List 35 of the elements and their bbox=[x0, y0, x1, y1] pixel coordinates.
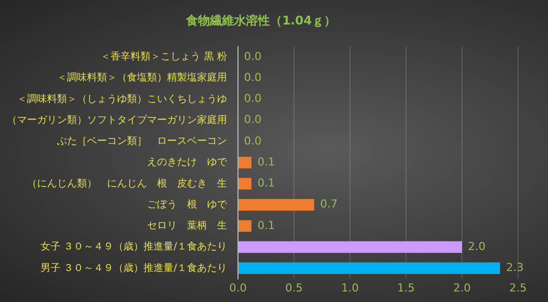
data-label: 2.3 bbox=[506, 261, 524, 274]
y-tick-label: （マーガリン類）ソフトタイプマーガリン家庭用 bbox=[7, 114, 227, 126]
chart-title: 食物繊維水溶性（1.04ｇ） bbox=[185, 13, 336, 28]
x-tick-label: 1.0 bbox=[341, 281, 359, 294]
data-label: 0.0 bbox=[244, 70, 262, 84]
y-tick-label: ＜調味料類＞（しょうゆ類）こいくちしょうゆ bbox=[17, 92, 227, 105]
y-tick-label: （にんじん類） にんじん 根 皮むき 生 bbox=[27, 177, 227, 190]
bar bbox=[238, 199, 314, 211]
y-tick-label: ＜調味料類＞（食塩類）精製塩家庭用 bbox=[57, 72, 227, 84]
y-tick-label: ぶた［ベーコン類］ ロースベーコン bbox=[57, 135, 227, 148]
data-label: 0.7 bbox=[320, 198, 338, 211]
data-label: 0.0 bbox=[244, 113, 262, 126]
bar bbox=[238, 262, 500, 274]
x-tick-label: 2.5 bbox=[509, 281, 527, 294]
bar bbox=[238, 241, 462, 253]
data-label: 0.0 bbox=[244, 92, 262, 106]
y-tick-label: 女子 ３０～４９（歳）推進量/１食あたり bbox=[40, 240, 227, 253]
x-tick-label: 1.5 bbox=[397, 281, 415, 294]
y-tick-label: 男子 ３０～４９（歳）推進量/１食あたり bbox=[40, 262, 227, 274]
data-label: 2.0 bbox=[468, 240, 486, 253]
y-tick-label: セロリ 葉柄 生 bbox=[147, 220, 227, 232]
y-tick-label: えのきたけ ゆで bbox=[147, 157, 228, 168]
bar bbox=[238, 156, 252, 168]
y-tick-label: ＜香辛料類＞こしょう 黒 粉 bbox=[100, 50, 227, 63]
bar bbox=[238, 178, 252, 190]
data-label: 0.1 bbox=[257, 155, 275, 168]
x-tick-label: 0.0 bbox=[229, 281, 247, 294]
x-tick-label: 0.5 bbox=[285, 281, 303, 294]
data-label: 0.0 bbox=[244, 50, 262, 63]
bar bbox=[238, 220, 252, 232]
data-label: 0.1 bbox=[257, 218, 275, 232]
data-label: 0.0 bbox=[244, 134, 262, 148]
x-tick-label: 2.0 bbox=[453, 281, 471, 294]
data-label: 0.1 bbox=[257, 176, 275, 190]
y-tick-label: ごぼう 根 ゆで bbox=[147, 198, 228, 210]
